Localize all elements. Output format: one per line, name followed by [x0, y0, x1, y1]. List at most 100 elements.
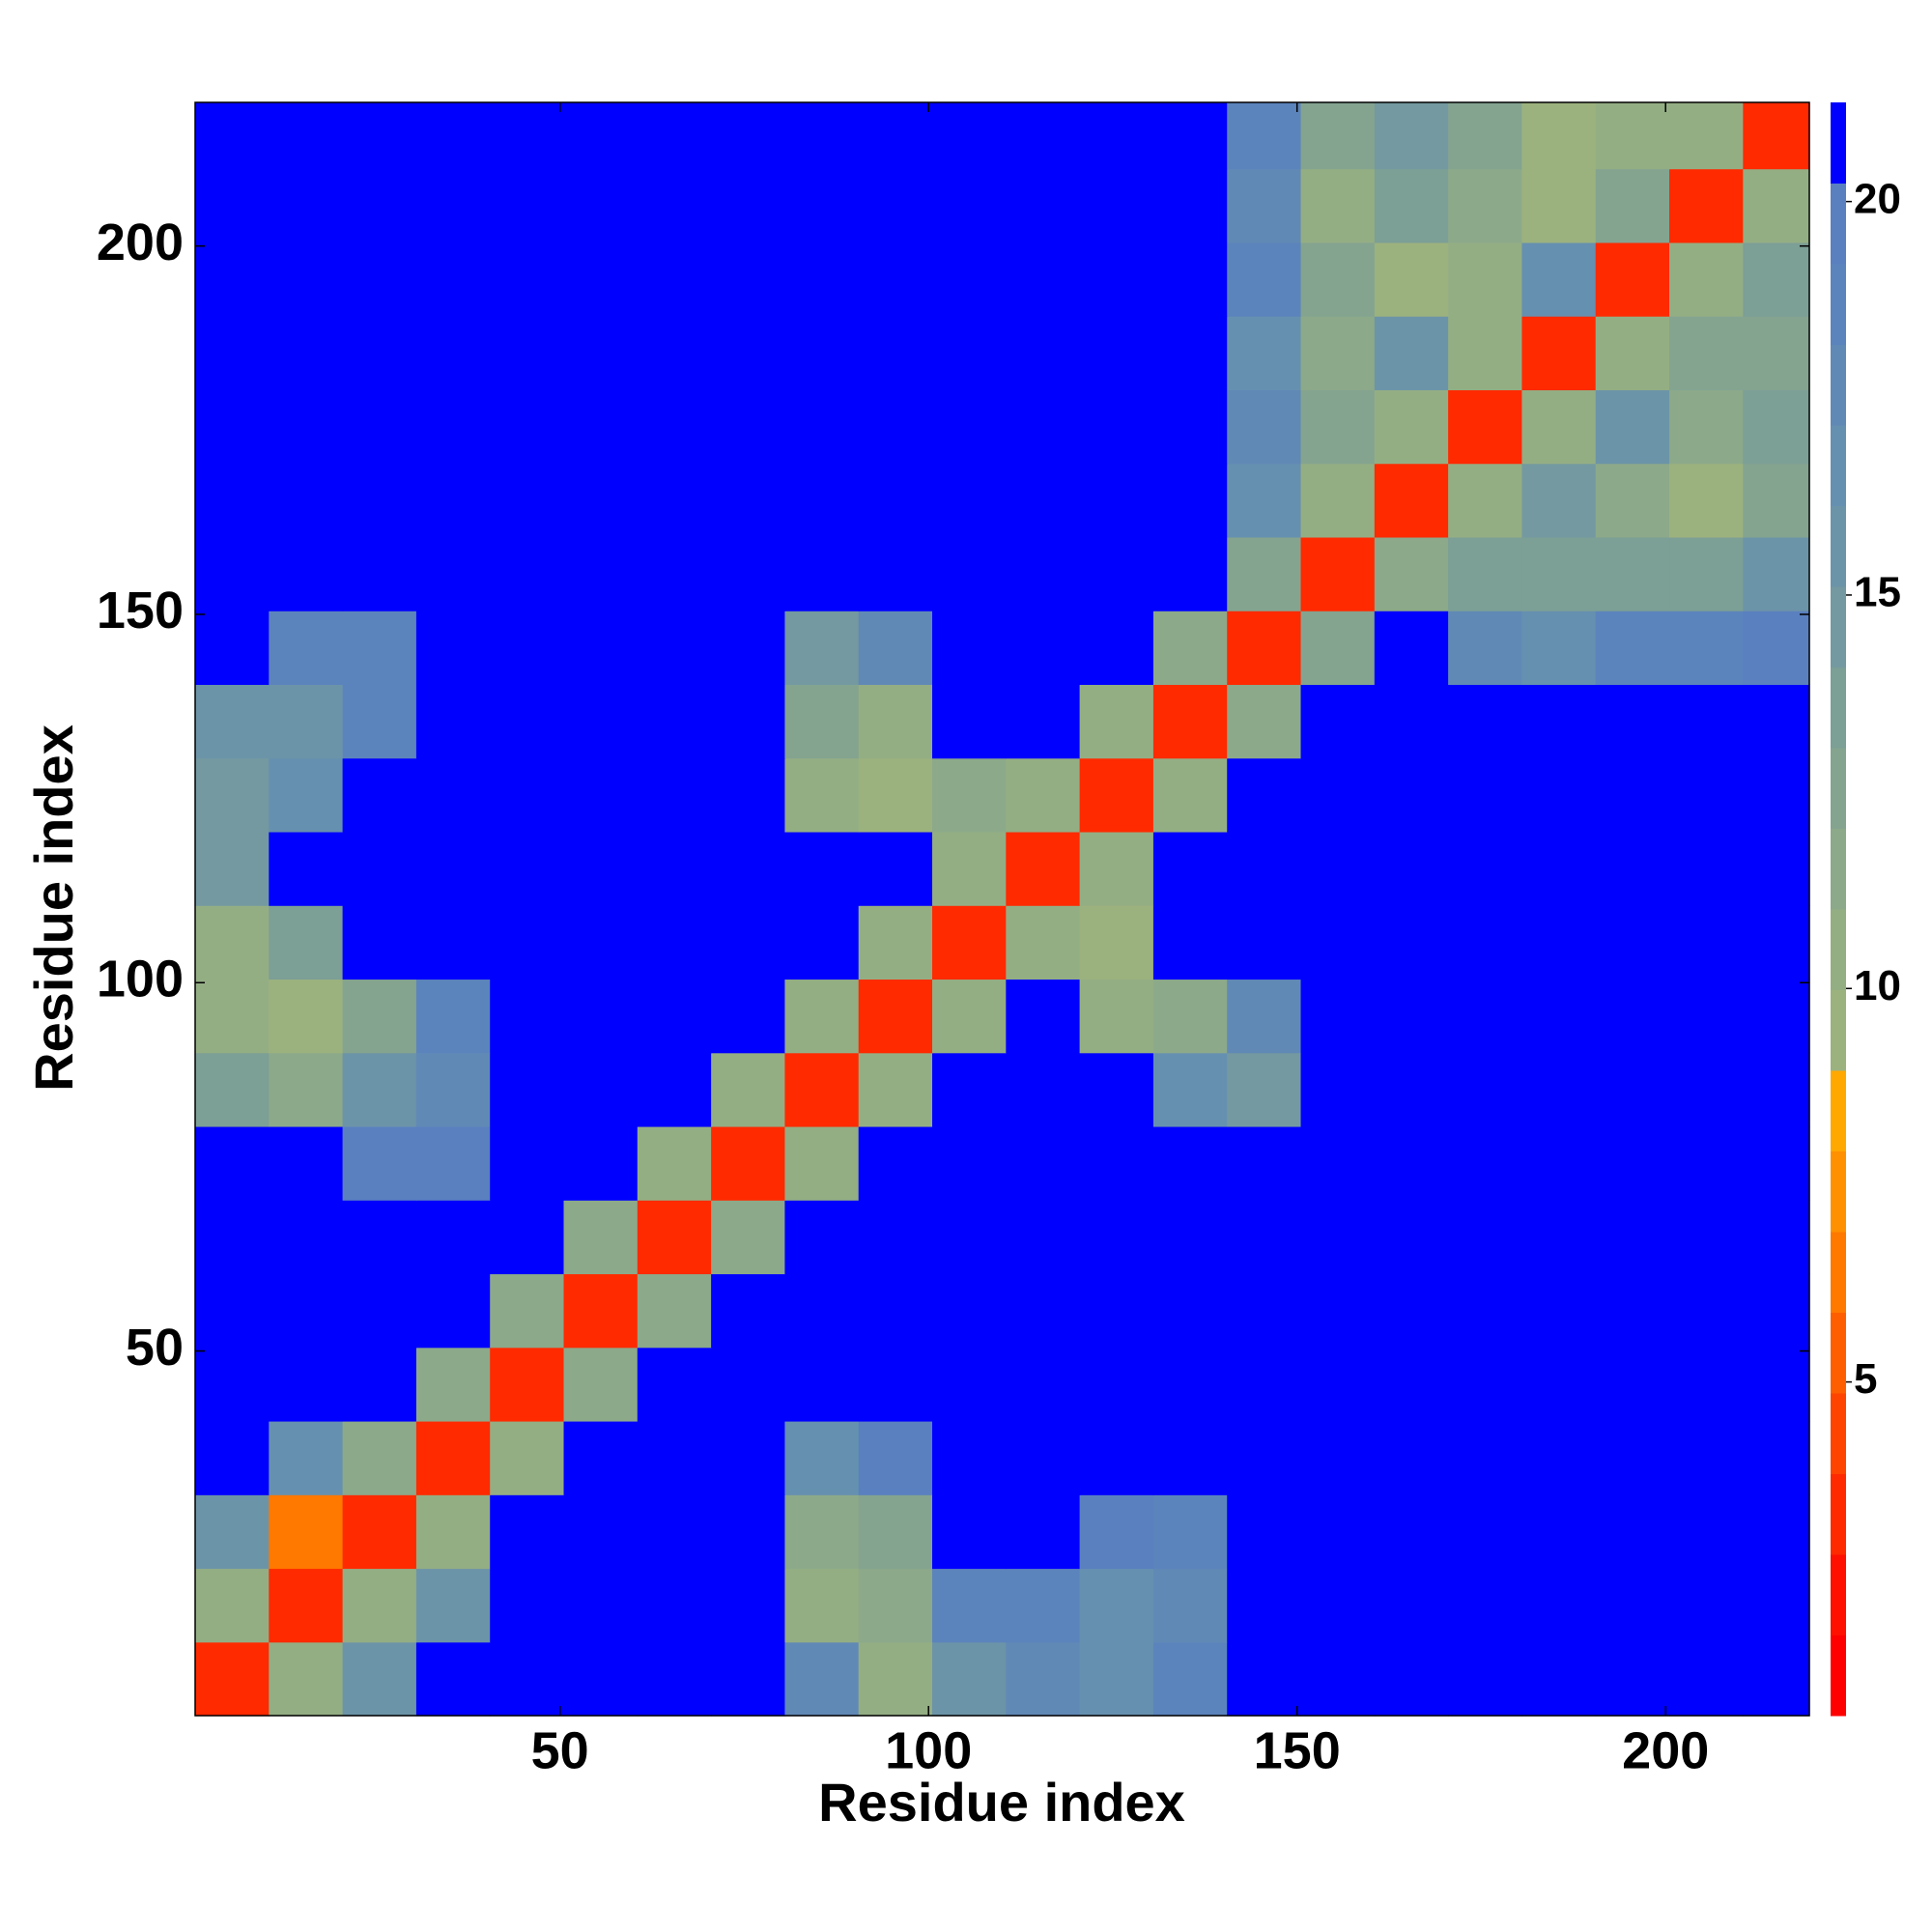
heatmap-cell	[563, 1052, 639, 1127]
heatmap-cell	[1743, 611, 1810, 686]
heatmap-cell	[1743, 102, 1810, 170]
heatmap-cell	[563, 463, 639, 538]
heatmap-cell	[711, 831, 786, 906]
plot-frame	[194, 101, 1810, 1717]
heatmap-cell	[1227, 242, 1302, 317]
heatmap-cell	[1300, 1420, 1376, 1495]
heatmap-cell	[1079, 1347, 1154, 1422]
heatmap-cell	[1300, 463, 1376, 538]
heatmap-cell	[342, 757, 417, 833]
heatmap-cell	[342, 168, 417, 243]
heatmap-cell	[342, 1125, 417, 1201]
heatmap-cell	[1669, 1125, 1744, 1201]
heatmap-cell	[1006, 102, 1081, 170]
heatmap-cell	[637, 1052, 712, 1127]
heatmap-cell	[858, 1494, 933, 1570]
heatmap-cell	[1227, 102, 1302, 170]
heatmap-cell	[1743, 1347, 1810, 1422]
heatmap-cell	[637, 1200, 712, 1275]
colorbar-segment	[1831, 909, 1846, 990]
heatmap-cell	[1743, 1052, 1810, 1127]
heatmap-cell	[415, 1125, 491, 1201]
heatmap-cell	[1448, 1641, 1523, 1717]
heatmap-cell	[415, 831, 491, 906]
heatmap-cell	[637, 684, 712, 759]
heatmap-cell	[784, 102, 860, 170]
heatmap-cell	[1595, 536, 1670, 611]
colorbar-tick-label: 20	[1854, 175, 1901, 222]
heatmap-cell	[195, 316, 270, 390]
heatmap-cell	[1669, 168, 1744, 243]
heatmap-cell	[1448, 1125, 1523, 1201]
heatmap-cell	[1374, 242, 1449, 317]
heatmap-cell	[637, 1273, 712, 1349]
heatmap-cell	[269, 611, 344, 686]
heatmap-cell	[1448, 1568, 1523, 1643]
heatmap-cell	[1521, 536, 1597, 611]
heatmap-cell	[1227, 684, 1302, 759]
heatmap-cell	[1079, 1494, 1154, 1570]
heatmap-cell	[342, 1052, 417, 1127]
heatmap-cell	[784, 242, 860, 317]
heatmap-cell	[637, 536, 712, 611]
heatmap-cell	[784, 1347, 860, 1422]
heatmap-cell	[563, 1125, 639, 1201]
heatmap-cell	[711, 536, 786, 611]
heatmap-cell	[1595, 316, 1670, 390]
heatmap-cell	[858, 611, 933, 686]
heatmap-cell	[1521, 1052, 1597, 1127]
heatmap-cell	[1374, 684, 1449, 759]
heatmap-cell	[1079, 1273, 1154, 1349]
heatmap-cell	[342, 1494, 417, 1570]
heatmap-cell	[415, 1347, 491, 1422]
heatmap-cell	[637, 463, 712, 538]
heatmap-cell	[1227, 536, 1302, 611]
heatmap-cell	[784, 389, 860, 465]
heatmap-cell	[711, 1641, 786, 1717]
heatmap-cell	[195, 611, 270, 686]
heatmap-cell	[1152, 684, 1228, 759]
heatmap-cell	[932, 463, 1007, 538]
heatmap-cell	[784, 611, 860, 686]
heatmap-cell	[563, 1420, 639, 1495]
colorbar-segment	[1831, 1554, 1846, 1635]
heatmap-cell	[1448, 905, 1523, 980]
heatmap-cell	[269, 1347, 344, 1422]
heatmap-cell	[1374, 1200, 1449, 1275]
heatmap-cell	[195, 684, 270, 759]
heatmap-cell	[1669, 1641, 1744, 1717]
heatmap-cell	[858, 316, 933, 390]
heatmap-cell	[1300, 389, 1376, 465]
heatmap-cell	[1448, 168, 1523, 243]
heatmap-cell	[490, 979, 565, 1054]
colorbar-segment	[1831, 586, 1846, 668]
heatmap-cell	[490, 168, 565, 243]
heatmap-cell	[1152, 1420, 1228, 1495]
heatmap-cell	[1743, 1420, 1810, 1495]
colorbar-tick-label: 5	[1854, 1355, 1877, 1403]
heatmap-cell	[563, 316, 639, 390]
heatmap-cell	[1595, 831, 1670, 906]
heatmap-cell	[269, 831, 344, 906]
colorbar-segment	[1831, 1473, 1846, 1555]
heatmap-cell	[784, 168, 860, 243]
x-tick-label: 50	[531, 1721, 589, 1779]
heatmap-cell	[269, 1494, 344, 1570]
heatmap-cell	[1227, 979, 1302, 1054]
heatmap-cell	[1521, 1641, 1597, 1717]
heatmap-cell	[1006, 831, 1081, 906]
heatmap-cell	[858, 905, 933, 980]
heatmap-cell	[195, 242, 270, 317]
heatmap-cell	[1448, 102, 1523, 170]
heatmap-cell	[711, 979, 786, 1054]
colorbar-segment	[1831, 989, 1846, 1071]
heatmap-cell	[858, 831, 933, 906]
heatmap-cell	[1521, 463, 1597, 538]
heatmap-cell	[415, 1641, 491, 1717]
heatmap-cell	[195, 389, 270, 465]
heatmap-cell	[1227, 1347, 1302, 1422]
heatmap-cell	[1152, 242, 1228, 317]
heatmap-cell	[1152, 611, 1228, 686]
heatmap-cell	[1521, 905, 1597, 980]
